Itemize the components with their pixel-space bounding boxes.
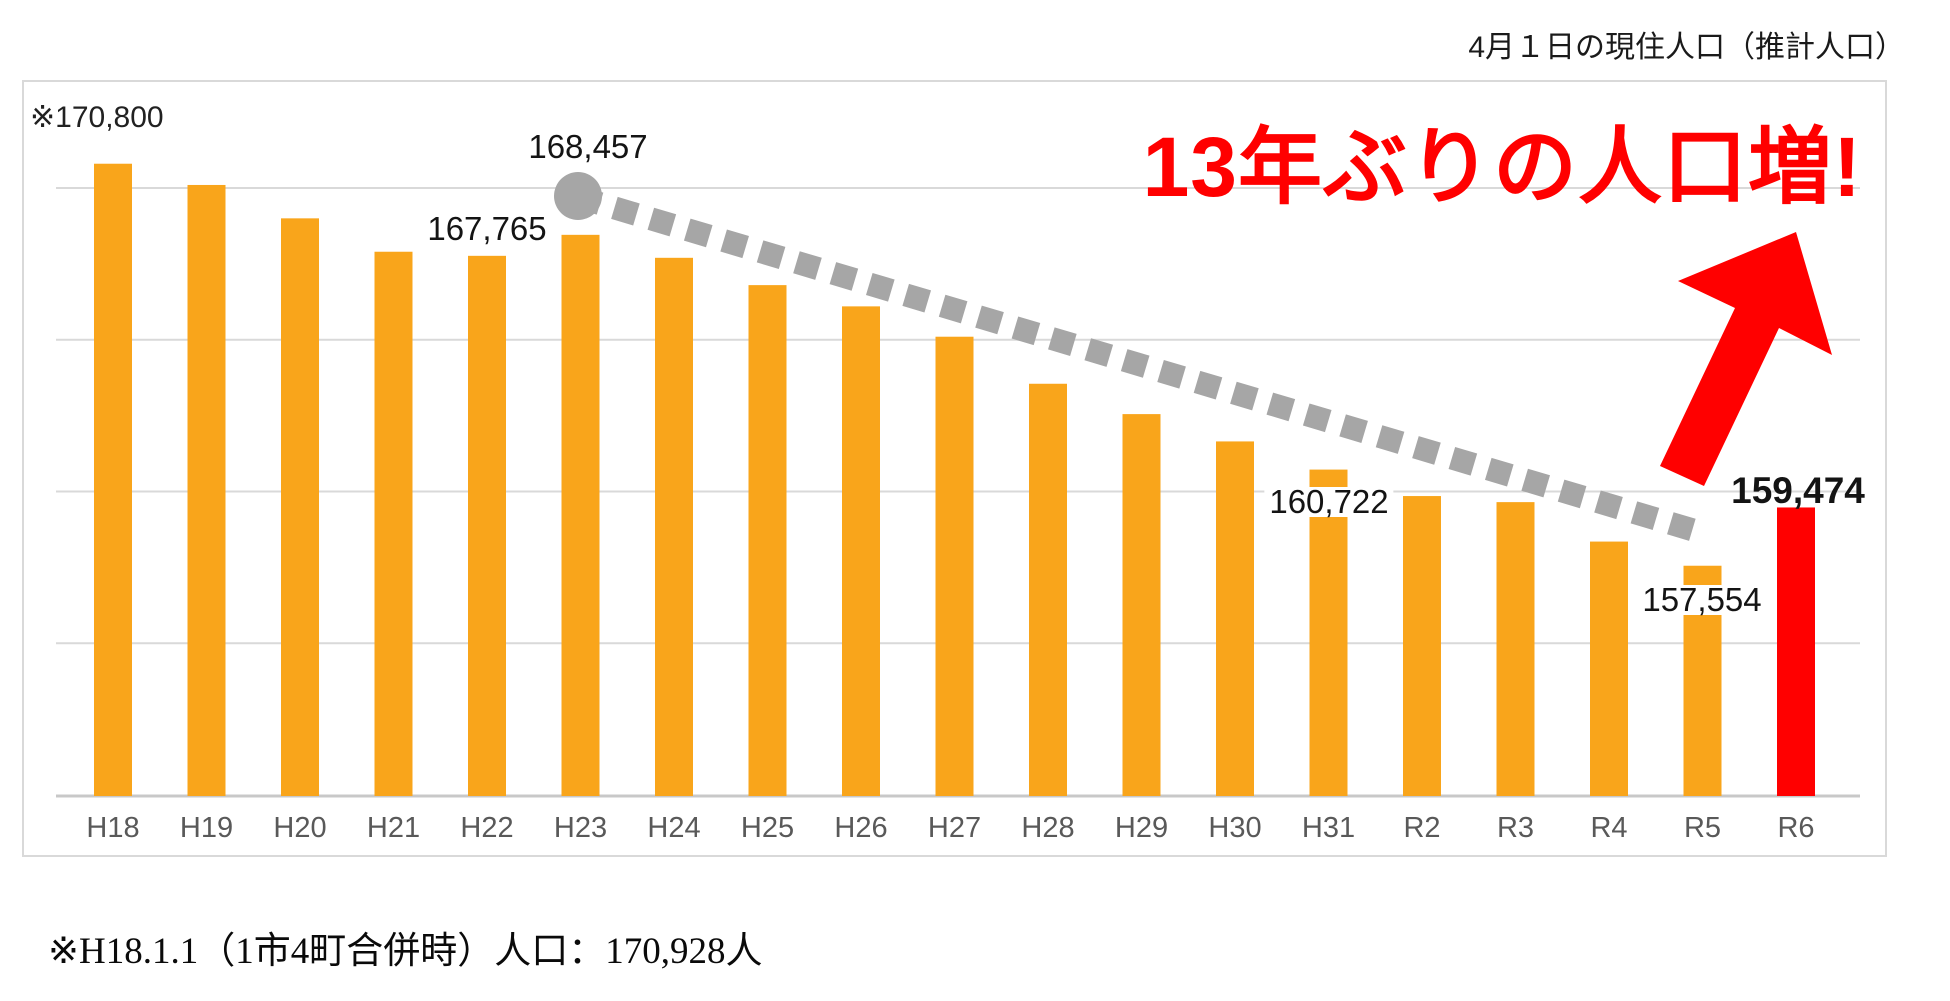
data-label-h31: 160,722 <box>1264 485 1394 518</box>
bar-H28 <box>1029 383 1067 796</box>
x-axis-label-R3: R3 <box>1496 812 1535 844</box>
bar-H23 <box>561 234 600 796</box>
bar-R6 <box>1777 507 1815 796</box>
x-axis-label-H31: H31 <box>1301 812 1356 844</box>
x-axis-label-R6: R6 <box>1777 812 1815 844</box>
x-axis-label-R5: R5 <box>1683 812 1722 844</box>
bar-H29 <box>1122 414 1161 796</box>
bar-R2 <box>1403 496 1441 796</box>
chart-area-border <box>22 80 1887 857</box>
bar-R3 <box>1496 502 1535 796</box>
footnote-text: ※H18.1.1（1市4町合併時）人口：170,928人 <box>48 931 763 972</box>
x-axis-label-H28: H28 <box>1021 812 1075 844</box>
data-label-r5: 157,554 <box>1637 583 1767 616</box>
data-label-h22: 167,765 <box>427 210 547 247</box>
x-axis-label-H19: H19 <box>179 812 234 844</box>
x-axis-label-H29: H29 <box>1114 812 1169 844</box>
bar-H26 <box>842 306 880 796</box>
trend-dashed-line <box>574 185 1707 545</box>
bar-H19 <box>187 184 226 797</box>
bar-R4 <box>1590 541 1628 796</box>
x-axis-label-R4: R4 <box>1590 812 1628 844</box>
trend-start-marker <box>554 172 602 220</box>
chart-title: 4月１日の現住人口（推計人口） <box>1468 31 1905 64</box>
bar-H25 <box>748 285 787 796</box>
x-axis-label-H21: H21 <box>366 812 421 844</box>
data-label-h18: ※170,800 <box>30 101 164 134</box>
bar-H21 <box>374 251 413 797</box>
bar-H30 <box>1216 441 1254 796</box>
x-axis-label-H25: H25 <box>740 812 795 844</box>
headline-text: 13年ぶりの人口増! <box>1142 120 1862 214</box>
x-axis-label-H26: H26 <box>834 812 888 844</box>
x-axis-label-H23: H23 <box>553 812 608 844</box>
x-axis-label-R2: R2 <box>1403 812 1441 844</box>
x-axis-label-H27: H27 <box>927 812 982 844</box>
data-label-h23: 168,457 <box>528 128 648 165</box>
bar-series <box>94 163 1815 797</box>
bar-H27 <box>935 336 974 796</box>
x-axis-label-H18: H18 <box>86 812 140 844</box>
x-axis-label-H30: H30 <box>1208 812 1262 844</box>
bar-H20 <box>281 218 319 797</box>
increase-arrow-icon <box>1660 232 1832 486</box>
bar-H22 <box>468 255 506 796</box>
bar-H24 <box>655 257 693 796</box>
x-axis-label-H20: H20 <box>273 812 327 844</box>
bar-H31 <box>1309 469 1348 796</box>
x-axis-label-H22: H22 <box>460 812 514 844</box>
data-label-r6: 159,474 <box>1731 470 1865 511</box>
x-axis-labels: H18 H19 H20 H21 H22 H23 H24 H25 H26 H27 H28 H29 H30 H… <box>0 812 1950 852</box>
bar-H18 <box>94 163 132 797</box>
x-axis-label-H24: H24 <box>647 812 701 844</box>
